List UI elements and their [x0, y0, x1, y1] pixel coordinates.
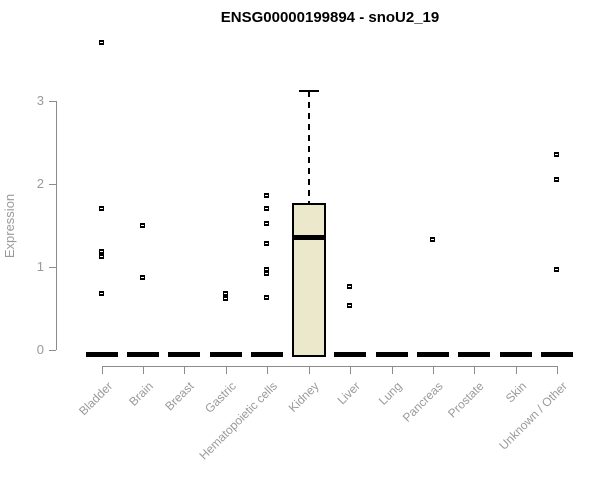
x-axis-tick: [184, 366, 185, 374]
x-axis-tick: [267, 366, 268, 374]
outlier-point: [347, 284, 352, 289]
outlier-point: [554, 152, 559, 157]
y-axis-tick: [49, 184, 56, 185]
zero-box-bladder: [86, 352, 118, 357]
x-axis-tick: [309, 366, 310, 374]
outlier-point: [99, 40, 104, 45]
y-tick-label-0: 0: [36, 342, 44, 357]
x-tick-label-hematopoietic-cells: Hematopoietic cells: [196, 379, 280, 463]
x-tick-label-prostate: Prostate: [445, 379, 487, 421]
zero-box-breast: [168, 352, 200, 357]
box-kidney: [292, 203, 326, 357]
outlier-point: [430, 237, 435, 242]
outlier-point: [264, 241, 269, 246]
outlier-point: [264, 206, 269, 211]
zero-box-liver: [334, 352, 366, 357]
y-tick-label-3: 3: [36, 93, 44, 108]
outlier-point: [554, 177, 559, 182]
x-axis-tick: [226, 366, 227, 374]
x-axis-line: [102, 366, 557, 367]
outlier-point: [264, 295, 269, 300]
x-tick-label-liver: Liver: [334, 379, 363, 408]
y-axis-tick: [49, 267, 56, 268]
y-axis-label: Expression: [2, 193, 17, 259]
x-tick-label-brain: Brain: [126, 379, 156, 409]
outlier-point: [264, 271, 269, 276]
x-axis-tick: [516, 366, 517, 374]
x-tick-label-pancreas: Pancreas: [400, 379, 446, 425]
outlier-point: [223, 291, 228, 296]
zero-box-unknown-other: [541, 352, 573, 357]
x-tick-label-bladder: Bladder: [75, 379, 115, 419]
outlier-point: [264, 221, 269, 226]
zero-box-lung: [376, 352, 408, 357]
outlier-point: [140, 275, 145, 280]
x-axis-tick: [557, 366, 558, 374]
x-axis-tick: [474, 366, 475, 374]
outlier-point: [99, 249, 104, 254]
outlier-point: [554, 267, 559, 272]
zero-box-skin: [500, 352, 532, 357]
x-tick-label-skin: Skin: [502, 379, 529, 406]
x-axis-tick: [350, 366, 351, 374]
zero-box-gastric: [210, 352, 242, 357]
x-tick-label-kidney: Kidney: [286, 379, 322, 415]
zero-box-pancreas: [417, 352, 449, 357]
outlier-point: [223, 296, 228, 301]
y-axis-tick: [49, 101, 56, 102]
outlier-point: [140, 223, 145, 228]
outlier-point: [99, 206, 104, 211]
zero-box-hematopoietic-cells: [251, 352, 283, 357]
y-tick-label-1: 1: [36, 259, 44, 274]
x-axis-tick: [102, 366, 103, 374]
whisker-cap: [299, 90, 319, 92]
x-tick-label-breast: Breast: [162, 379, 197, 414]
x-axis-tick: [392, 366, 393, 374]
x-tick-label-lung: Lung: [376, 379, 405, 408]
whisker-kidney: [308, 91, 310, 203]
outlier-point: [99, 291, 104, 296]
x-axis-tick: [433, 366, 434, 374]
outlier-point: [264, 193, 269, 198]
zero-box-prostate: [458, 352, 490, 357]
x-axis-tick: [143, 366, 144, 374]
median-line-kidney: [292, 235, 326, 240]
outlier-point: [264, 267, 269, 272]
zero-box-brain: [127, 352, 159, 357]
y-axis-line: [56, 101, 57, 350]
outlier-point: [347, 303, 352, 308]
y-tick-label-2: 2: [36, 176, 44, 191]
x-tick-label-gastric: Gastric: [202, 379, 239, 416]
outlier-point: [99, 254, 104, 259]
y-axis-tick: [49, 350, 56, 351]
chart-title: ENSG00000199894 - snoU2_19: [220, 9, 440, 26]
